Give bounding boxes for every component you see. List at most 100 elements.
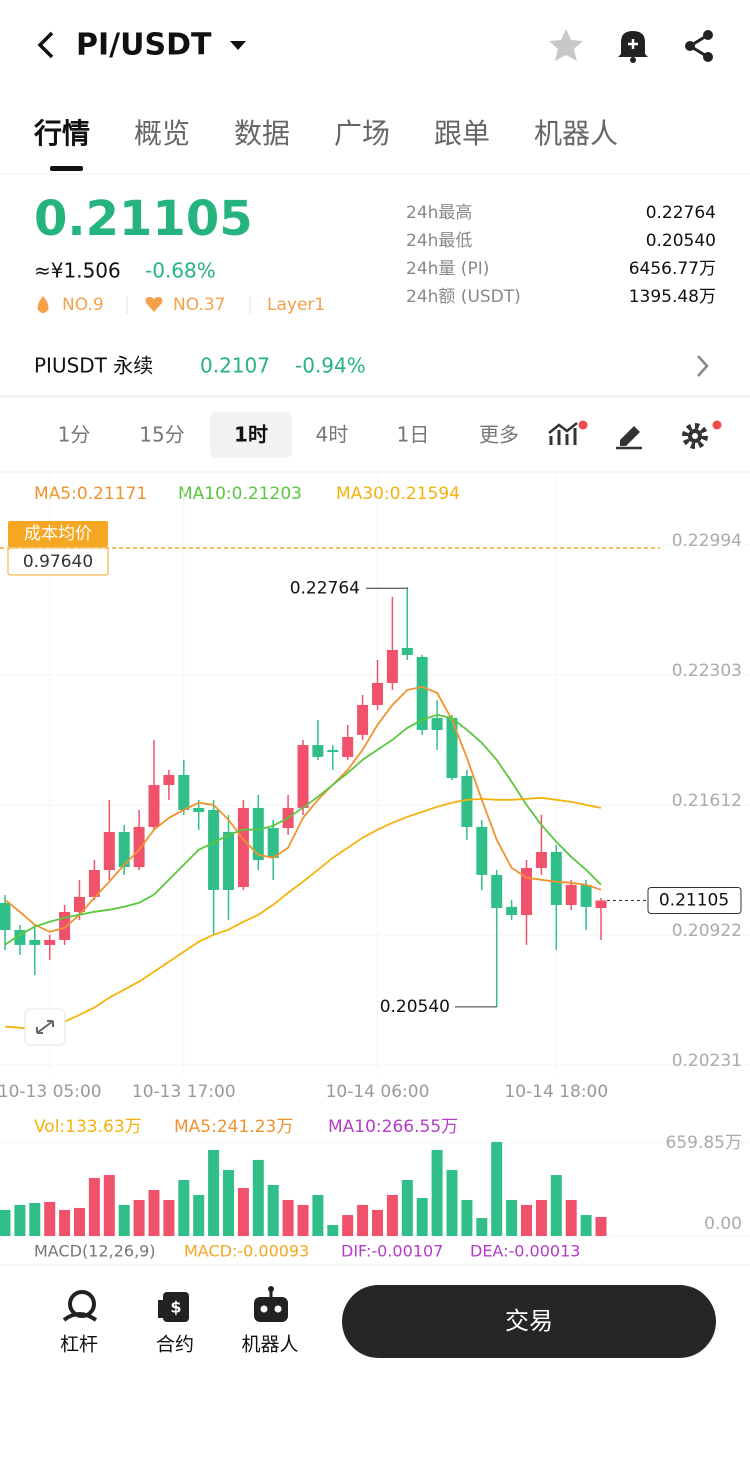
y-tick-label: 659.85万 [666, 1133, 742, 1153]
candle-body [193, 807, 205, 813]
interval-tab[interactable]: 1时 [234, 423, 268, 447]
stat-label: 24h最低 [406, 231, 472, 251]
share-icon[interactable] [685, 30, 713, 62]
ma-legend: MA30:0.21594 [336, 484, 460, 504]
bottom-item[interactable]: 杠杆 [60, 1334, 98, 1356]
dea-value: DEA:-0.00013 [470, 1242, 580, 1261]
candle-body [133, 826, 145, 868]
interval-tab[interactable]: 4时 [316, 423, 349, 447]
tab[interactable]: 机器人 [534, 117, 618, 150]
volume-bar [237, 1187, 249, 1236]
hot-icon [37, 296, 49, 313]
interval-tab[interactable]: 15分 [139, 423, 184, 447]
volume-bar [521, 1204, 532, 1236]
volume-bar [565, 1199, 577, 1236]
stat-value: 0.22764 [646, 203, 716, 223]
volume-bar [14, 1204, 26, 1236]
trade-label[interactable]: 交易 [505, 1307, 553, 1335]
tab[interactable]: 数据 [234, 117, 290, 150]
tab-indicator [50, 166, 83, 171]
candle-body [521, 867, 532, 916]
high-leader [366, 587, 408, 589]
candle-body [29, 940, 41, 945]
volume-bar [208, 1149, 220, 1236]
volume-bar [416, 1197, 428, 1236]
candle-body [59, 911, 71, 941]
volume-bar [297, 1204, 309, 1236]
volume-bar [88, 1178, 100, 1236]
interval-tab[interactable]: 1日 [397, 423, 430, 447]
candle-body [416, 656, 428, 731]
dif-value: DIF:-0.00107 [341, 1242, 443, 1261]
candle-body [386, 650, 398, 683]
volume-bar [74, 1207, 85, 1236]
settings-icon[interactable] [682, 420, 722, 449]
volume-bar [342, 1215, 354, 1236]
volume-bar [491, 1142, 503, 1236]
candle-body [163, 774, 175, 785]
y-tick-label: 0.22994 [672, 531, 742, 551]
volume-bar [282, 1199, 294, 1236]
stat-value: 6456.77万 [629, 259, 716, 279]
perp-chevron[interactable] [697, 355, 709, 377]
interval-tab[interactable]: 更多 [479, 423, 519, 447]
volume-bar [580, 1215, 592, 1236]
stat-label: 24h额 (USDT) [406, 287, 521, 307]
svg-text:$: $ [170, 1298, 181, 1317]
candle-body [118, 832, 130, 868]
candle-body [88, 870, 100, 897]
volume-bar [133, 1199, 145, 1236]
draw-icon[interactable] [616, 426, 642, 450]
bottom-item[interactable]: 机器人 [241, 1334, 298, 1356]
volume-bar [446, 1170, 458, 1236]
ma-line [4, 685, 602, 933]
back-button[interactable] [37, 31, 54, 59]
candle-body [580, 884, 592, 907]
perp-price[interactable]: 0.2107 [200, 354, 270, 378]
candle-body [506, 906, 518, 916]
favorite-icon[interactable] [549, 29, 583, 61]
volume-bar [193, 1194, 205, 1236]
candle-body [461, 775, 473, 827]
sector-tag[interactable]: Layer1 [267, 295, 325, 315]
stat-label: 24h最高 [406, 203, 472, 223]
pair-title[interactable]: PI/USDT [76, 28, 212, 63]
tab[interactable]: 行情 [33, 117, 90, 150]
volume-bar [506, 1199, 518, 1236]
expand-icon [36, 1020, 54, 1034]
volume-bar [103, 1175, 115, 1236]
rank-fav[interactable]: NO.37 [173, 295, 225, 315]
y-tick-label: 0.21612 [672, 791, 742, 811]
ma-line [4, 796, 602, 1031]
tab[interactable]: 概览 [134, 117, 190, 150]
perp-name[interactable]: PIUSDT 永续 [34, 354, 153, 378]
pair-dropdown[interactable] [230, 41, 246, 50]
volume-bar [327, 1225, 339, 1236]
perp-change[interactable]: -0.94% [295, 354, 366, 378]
y-tick-label: 0.22303 [672, 661, 742, 681]
volume-bar [163, 1199, 175, 1236]
tab[interactable]: 跟单 [434, 117, 490, 150]
candle-body [297, 745, 309, 808]
change-percent: -0.68% [145, 259, 216, 283]
tab[interactable]: 广场 [334, 117, 390, 150]
candle-body [565, 884, 577, 906]
bottom-item[interactable]: 合约 [156, 1334, 194, 1356]
candle-body [342, 736, 354, 757]
candle-body [178, 774, 190, 810]
alert-icon[interactable] [618, 31, 648, 63]
last-price: 0.21105 [34, 191, 253, 247]
rank-hot[interactable]: NO.9 [62, 295, 104, 315]
x-tick-label: 10-13 17:00 [132, 1082, 236, 1102]
interval-tab[interactable]: 1分 [58, 423, 91, 447]
ma-line [4, 713, 602, 946]
candle-body [223, 832, 234, 890]
candle-body [237, 807, 249, 887]
interval-active-bg [210, 412, 292, 458]
volume-bar [401, 1180, 413, 1236]
trade-button[interactable] [342, 1285, 716, 1358]
candle-body [446, 717, 458, 778]
indicator-icon[interactable] [548, 420, 588, 446]
ma-legend: MA5:0.21171 [34, 484, 147, 504]
